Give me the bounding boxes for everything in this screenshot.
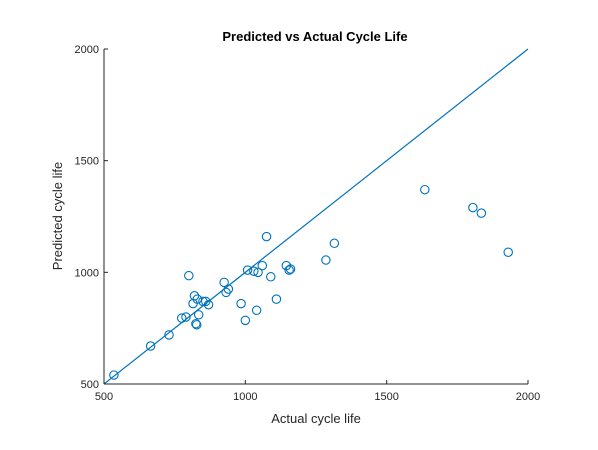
x-tick-label: 500	[95, 391, 113, 403]
x-tick-label: 2000	[516, 391, 540, 403]
data-point	[236, 298, 246, 309]
y-tick-label: 500	[81, 379, 99, 391]
data-point	[468, 202, 478, 213]
data-point	[242, 265, 253, 275]
data-point	[285, 264, 296, 274]
data-point	[193, 310, 204, 320]
data-point	[192, 294, 203, 304]
data-point	[189, 291, 200, 301]
x-tick-label: 1500	[374, 391, 398, 403]
data-point	[476, 208, 487, 218]
data-point	[271, 294, 282, 304]
data-point	[257, 260, 268, 271]
data-point	[249, 266, 259, 276]
data-point	[145, 341, 156, 351]
data-point	[201, 296, 211, 307]
data-point	[253, 267, 263, 278]
x-tick-label: 1000	[233, 391, 257, 403]
data-point	[266, 272, 276, 282]
data-point	[251, 305, 262, 316]
data-point	[164, 330, 174, 340]
y-tick-label: 1000	[75, 267, 99, 279]
y-axis-label: Predicted cycle life	[50, 162, 65, 270]
data-point	[176, 313, 187, 323]
chart-title: Predicted vs Actual Cycle Life	[222, 29, 407, 44]
data-point	[261, 231, 272, 242]
data-point	[181, 312, 191, 322]
y-tick-label: 1500	[75, 156, 99, 168]
data-point	[240, 315, 251, 326]
x-axis-label: Actual cycle life	[271, 411, 361, 426]
data-point	[191, 318, 201, 329]
identity-line	[103, 48, 529, 385]
data-point	[184, 270, 194, 281]
data-point	[503, 247, 513, 257]
data-point	[109, 370, 119, 380]
data-point	[219, 277, 229, 288]
data-point	[284, 265, 294, 275]
axis-ticks: 500 1000 1500 2000 500 1000 1500 2000	[75, 44, 541, 403]
data-point	[203, 299, 214, 310]
data-point	[223, 284, 234, 294]
y-tick-label: 2000	[75, 44, 99, 56]
data-point	[329, 238, 340, 249]
data-point	[198, 296, 208, 307]
data-point	[191, 320, 202, 330]
data-point	[321, 255, 331, 265]
plot-area	[103, 48, 529, 385]
data-point	[420, 184, 430, 195]
